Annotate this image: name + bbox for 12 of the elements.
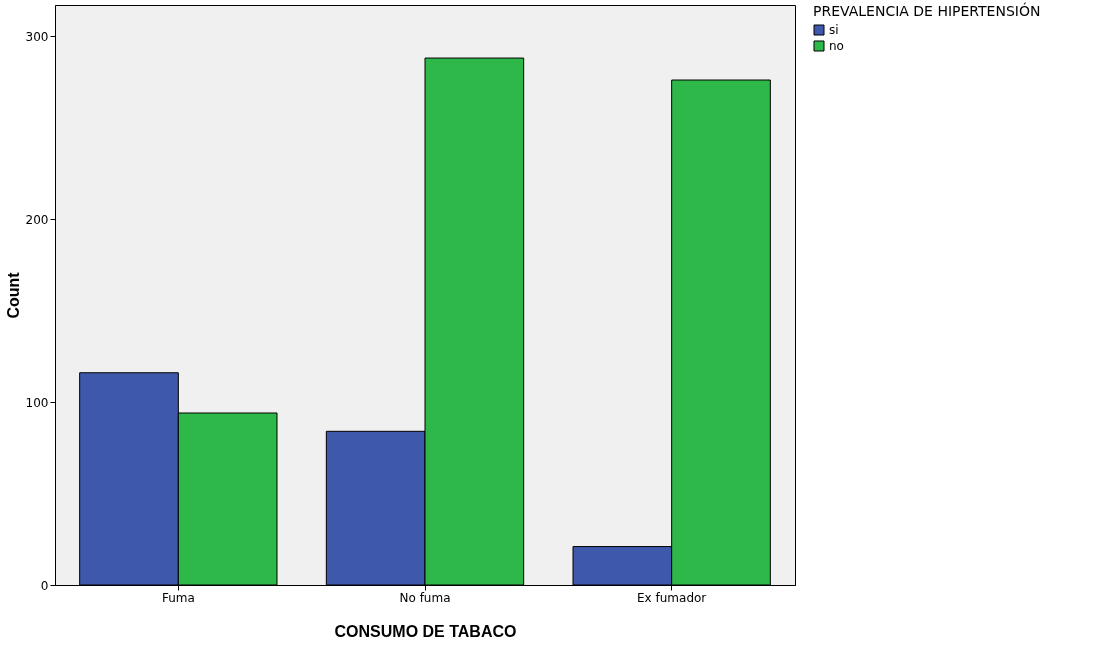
x-tick-label: No fuma — [399, 590, 451, 605]
y-axis-title: Count — [4, 271, 22, 319]
x-tick-label: Ex fumador — [637, 590, 707, 605]
y-tick-label: 100 — [25, 395, 49, 410]
legend-label: si — [829, 23, 839, 37]
legend-title: PREVALENCIA DE HIPERTENSIÓN — [813, 2, 1041, 19]
x-axis-title: CONSUMO DE TABACO — [334, 622, 517, 640]
x-tick-label: Fuma — [161, 590, 195, 605]
y-tick-label: 0 — [40, 578, 49, 593]
y-tick-label: 300 — [25, 29, 49, 44]
legend-label: no — [829, 39, 844, 53]
y-tick-label: 200 — [25, 212, 49, 227]
